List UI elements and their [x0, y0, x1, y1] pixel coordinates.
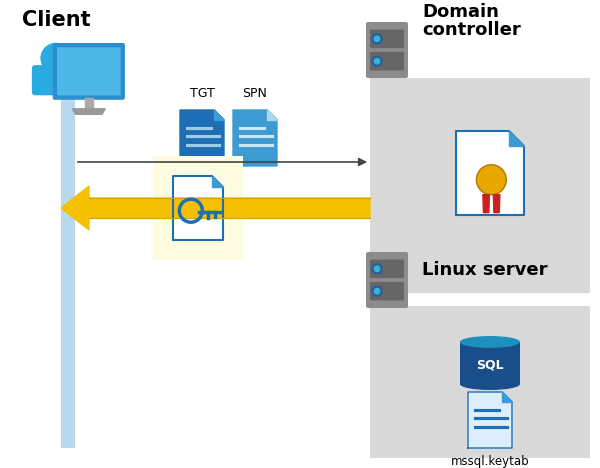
- FancyBboxPatch shape: [366, 252, 408, 308]
- Polygon shape: [502, 392, 512, 402]
- Text: SPN: SPN: [242, 87, 268, 100]
- FancyBboxPatch shape: [370, 52, 404, 71]
- Text: Domain: Domain: [422, 3, 499, 21]
- Bar: [370, 306, 590, 458]
- Polygon shape: [85, 98, 92, 109]
- Circle shape: [476, 165, 506, 195]
- Polygon shape: [509, 131, 524, 146]
- Polygon shape: [61, 186, 370, 230]
- Text: SQL: SQL: [476, 358, 504, 372]
- Polygon shape: [483, 195, 490, 212]
- FancyBboxPatch shape: [57, 47, 121, 95]
- Text: TGT: TGT: [190, 87, 214, 100]
- Polygon shape: [214, 110, 224, 120]
- Polygon shape: [468, 392, 512, 448]
- FancyBboxPatch shape: [366, 22, 408, 78]
- Text: controller: controller: [422, 21, 521, 39]
- Bar: [460, 342, 520, 384]
- Text: Linux server: Linux server: [422, 261, 548, 279]
- Ellipse shape: [460, 378, 520, 390]
- Circle shape: [40, 43, 71, 73]
- Bar: [370, 78, 590, 293]
- Polygon shape: [493, 195, 500, 212]
- Circle shape: [374, 58, 380, 64]
- FancyBboxPatch shape: [370, 282, 404, 300]
- Polygon shape: [268, 110, 277, 120]
- Polygon shape: [173, 176, 223, 240]
- FancyBboxPatch shape: [32, 65, 80, 95]
- Circle shape: [374, 36, 380, 42]
- FancyBboxPatch shape: [370, 29, 404, 48]
- FancyBboxPatch shape: [53, 43, 125, 100]
- Circle shape: [372, 264, 382, 274]
- Bar: [153, 156, 243, 260]
- FancyBboxPatch shape: [370, 260, 404, 278]
- Circle shape: [372, 34, 382, 44]
- Circle shape: [372, 286, 382, 296]
- Polygon shape: [233, 110, 277, 166]
- Circle shape: [374, 266, 380, 271]
- Polygon shape: [180, 110, 224, 166]
- Ellipse shape: [460, 336, 520, 348]
- Text: Client: Client: [22, 10, 91, 30]
- Polygon shape: [212, 176, 223, 187]
- Polygon shape: [73, 109, 106, 114]
- Circle shape: [374, 288, 380, 294]
- Text: mssql.keytab: mssql.keytab: [451, 455, 529, 468]
- Circle shape: [372, 56, 382, 66]
- Polygon shape: [456, 131, 524, 215]
- Bar: [61, 68, 75, 448]
